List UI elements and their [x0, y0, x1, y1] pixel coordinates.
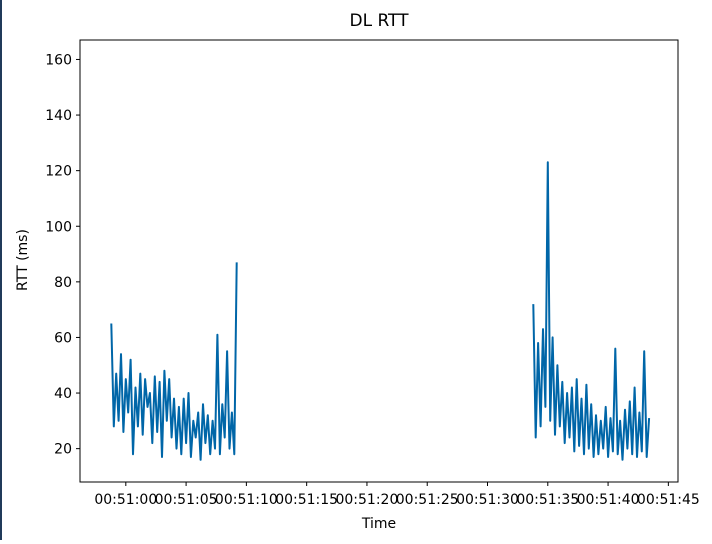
x-axis-label: Time — [361, 516, 396, 532]
series-layer — [110, 161, 651, 461]
x-tick-label: 00:51:30 — [456, 492, 519, 508]
y-tick-label: 100 — [45, 219, 72, 235]
x-tick-label: 00:51:20 — [335, 492, 398, 508]
axis-ticks: 2040608010012014016000:51:0000:51:0500:5… — [45, 52, 700, 508]
y-axis-label: RTT (ms) — [15, 229, 31, 291]
y-tick-label: 80 — [54, 275, 72, 291]
y-tick-label: 20 — [54, 442, 72, 458]
y-tick-label: 160 — [45, 52, 72, 68]
x-tick-label: 00:51:25 — [396, 492, 459, 508]
y-tick-label: 60 — [54, 330, 72, 346]
x-tick-label: 00:51:35 — [516, 492, 579, 508]
x-tick-label: 00:51:45 — [637, 492, 700, 508]
y-tick-label: 120 — [45, 164, 72, 180]
y-tick-label: 140 — [45, 108, 72, 124]
x-tick-label: 00:51:40 — [577, 492, 640, 508]
x-tick-label: 00:51:05 — [155, 492, 218, 508]
window-edge — [0, 0, 2, 540]
plot-area-frame — [79, 39, 679, 483]
x-tick-label: 00:51:00 — [94, 492, 157, 508]
rtt-series-line — [110, 262, 238, 461]
y-tick-label: 40 — [54, 386, 72, 402]
x-tick-label: 00:51:15 — [275, 492, 338, 508]
rtt-series-line — [532, 161, 651, 461]
chart-title: DL RTT — [349, 11, 409, 31]
x-tick-label: 00:51:10 — [215, 492, 278, 508]
